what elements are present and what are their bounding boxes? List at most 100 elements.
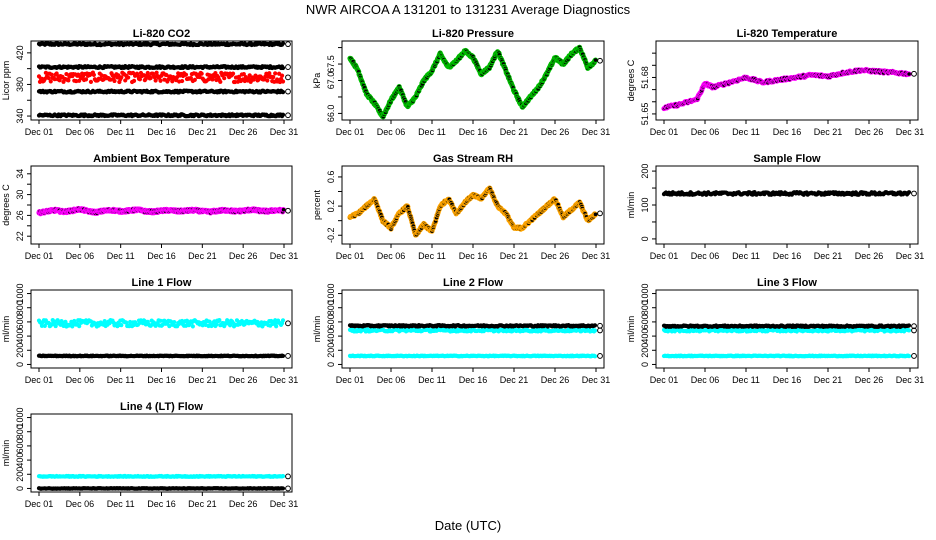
x-tick-label: Dec 06 <box>377 127 406 137</box>
x-tick-label: Dec 11 <box>732 127 760 137</box>
x-tick-label: Dec 31 <box>582 127 611 137</box>
y-tick-label: 0.6 <box>326 171 336 184</box>
data-point <box>210 77 215 82</box>
series-rh <box>347 185 603 238</box>
y-tick-label: 34 <box>15 169 25 179</box>
y-tick-label: -0.2 <box>326 227 336 243</box>
x-tick-label: Dec 11 <box>107 127 135 137</box>
data-point <box>148 75 153 81</box>
data-point <box>199 71 204 76</box>
x-tick-label: Dec 31 <box>896 127 925 137</box>
y-axis-label: kPa <box>312 73 322 89</box>
x-tick-label: Dec 31 <box>270 251 299 261</box>
x-tick-label: Dec 06 <box>377 251 406 261</box>
x-tick-label: Dec 01 <box>336 127 365 137</box>
data-point <box>280 90 286 95</box>
x-tick-label: Dec 01 <box>650 127 679 137</box>
y-tick-label: 67.0 <box>326 72 336 90</box>
y-tick-label: 51.65 <box>640 103 650 126</box>
data-point <box>126 75 131 80</box>
last-point <box>285 112 291 119</box>
x-tick-label: Dec 16 <box>459 127 488 137</box>
series-top-standard <box>36 41 291 48</box>
data-point <box>192 77 197 82</box>
data-point <box>280 79 286 84</box>
data-point <box>280 112 286 117</box>
data-point <box>218 79 223 84</box>
data-point <box>267 71 272 76</box>
data-point <box>83 77 89 82</box>
data-point <box>183 72 189 77</box>
y-tick-label: 340 <box>15 109 25 124</box>
series-low-standard <box>36 112 291 119</box>
plot-frame <box>341 165 605 245</box>
last-point <box>911 70 917 77</box>
x-tick-label: Dec 11 <box>418 127 446 137</box>
y-tick-label: 66.0 <box>326 105 336 123</box>
x-tick-label: Dec 21 <box>500 251 529 261</box>
data-point <box>88 79 94 84</box>
data-point <box>271 75 276 80</box>
x-axis-caption: Date (UTC) <box>435 518 501 533</box>
data-point <box>48 79 53 84</box>
data-point <box>280 65 286 71</box>
data-point <box>116 73 121 78</box>
y-axis-label: degrees C <box>1 184 11 226</box>
x-tick-label: Dec 06 <box>66 251 95 261</box>
last-point <box>285 88 291 95</box>
x-tick-label: Dec 21 <box>814 127 843 137</box>
data-point <box>281 207 286 212</box>
data-point <box>91 72 96 77</box>
data-point <box>52 77 57 82</box>
panel-title: Gas Stream RH <box>433 153 513 165</box>
x-tick-label: Dec 16 <box>459 251 488 261</box>
y-tick-label: 380 <box>15 77 25 92</box>
x-tick-label: Dec 11 <box>418 251 446 261</box>
x-tick-label: Dec 21 <box>500 127 529 137</box>
y-axis-label: Licor ppm <box>1 61 11 101</box>
panel-title: Li-820 Pressure <box>432 28 514 40</box>
data-point <box>907 72 911 76</box>
data-point <box>66 78 71 83</box>
figure-title: NWR AIRCOA A 131201 to 131231 Average Di… <box>306 2 631 17</box>
data-point <box>230 71 236 76</box>
y-tick-label: 67.5 <box>326 55 336 73</box>
x-tick-label: Dec 16 <box>147 251 176 261</box>
data-point <box>131 78 137 84</box>
series-temperature <box>661 66 917 112</box>
panel-title: Li-820 Temperature <box>737 28 838 40</box>
x-tick-label: Dec 26 <box>855 127 884 137</box>
data-point <box>279 73 285 78</box>
last-point <box>597 57 603 64</box>
data-point <box>179 78 185 84</box>
data-point <box>593 58 598 62</box>
data-point <box>154 70 159 75</box>
series-sample <box>36 70 291 85</box>
data-point <box>64 71 69 77</box>
plot-frame <box>341 40 605 121</box>
panel-li-820-pressure: Li-820 Pressure kPa 66.0 67.067.5 Dec 01 Dec … <box>312 28 610 137</box>
plot-frame <box>30 165 293 245</box>
x-tick-label: Dec 01 <box>25 127 54 137</box>
data-point <box>46 76 51 81</box>
x-tick-label: Dec 26 <box>541 251 570 261</box>
y-tick-label: 0.2 <box>326 200 336 213</box>
series-middle-standard <box>36 88 291 95</box>
last-point <box>285 41 291 48</box>
x-tick-label: Dec 26 <box>229 251 258 261</box>
x-tick-label: Dec 11 <box>107 251 135 261</box>
data-point <box>137 77 143 82</box>
x-tick-label: Dec 26 <box>541 127 570 137</box>
panel-title: Li-820 CO2 <box>133 28 190 40</box>
data-point <box>158 78 163 83</box>
series-pressure <box>347 44 603 120</box>
y-axis-label: percent <box>312 189 322 220</box>
panel-title: Ambient Box Temperature <box>93 153 230 165</box>
y-tick-label: 26 <box>15 210 25 220</box>
data-point <box>280 41 286 46</box>
